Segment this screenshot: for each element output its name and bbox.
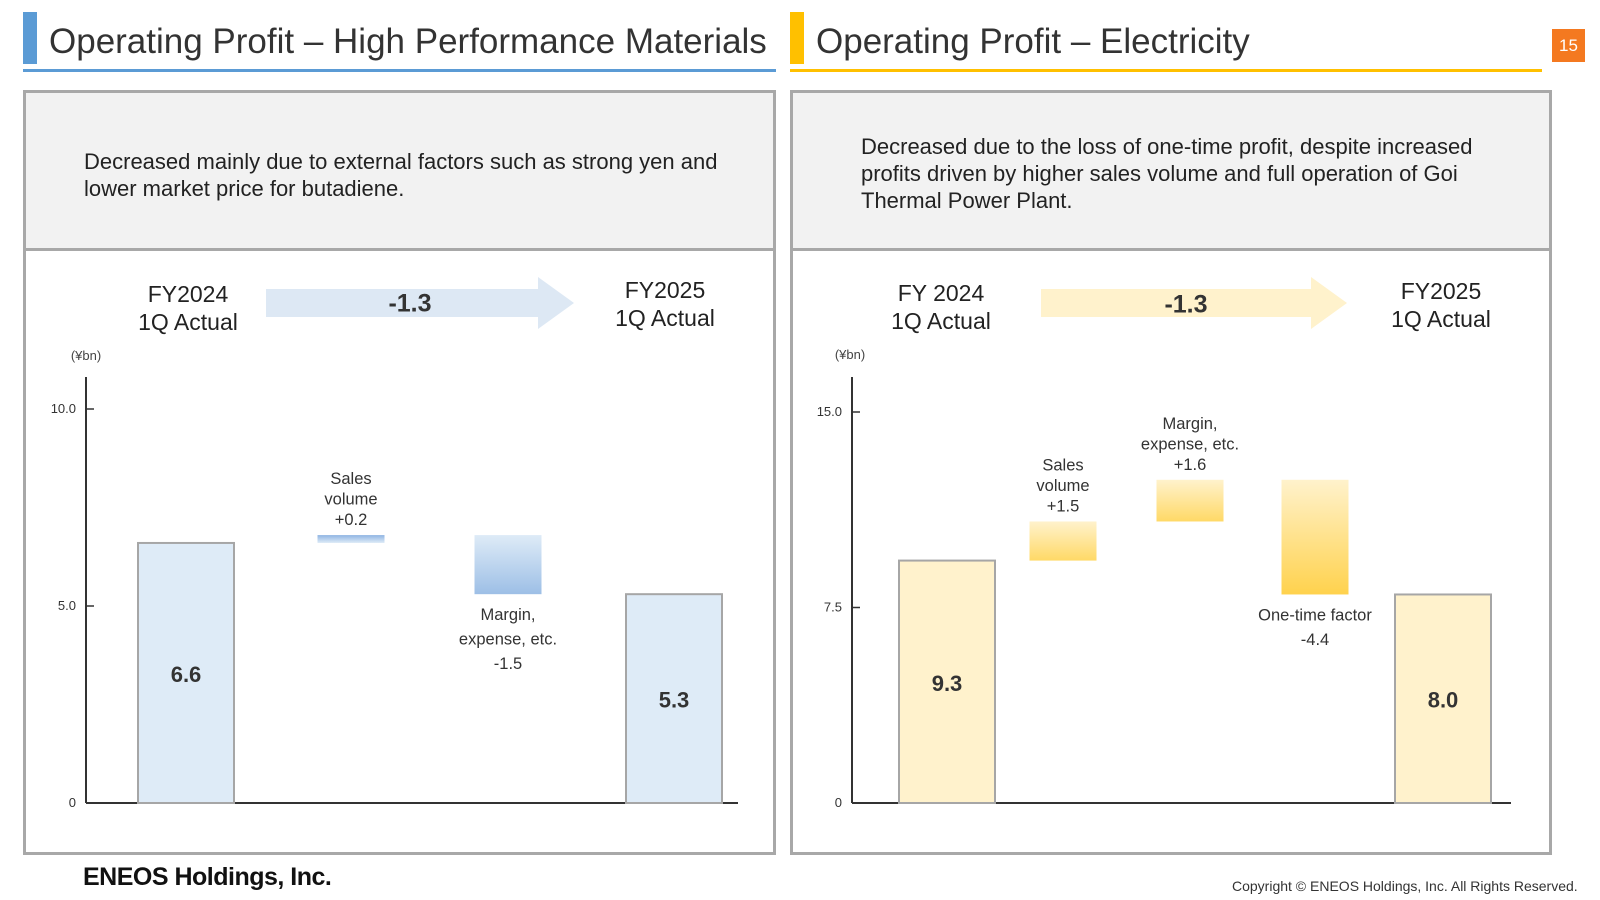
delta-bar-label: Sales bbox=[330, 470, 371, 488]
left-start-label-line2: 1Q Actual bbox=[138, 309, 238, 335]
page-number-badge: 15 bbox=[1552, 29, 1585, 62]
right-title-accent bbox=[790, 12, 804, 64]
delta-bar-label: Margin, bbox=[1162, 415, 1217, 433]
left-panel: Decreased mainly due to external factors… bbox=[23, 90, 776, 855]
total-bar-value: 6.6 bbox=[171, 662, 202, 687]
y-axis-unit: (¥bn) bbox=[71, 348, 101, 363]
total-bar bbox=[898, 559, 996, 804]
total-bar-value: 8.0 bbox=[1428, 688, 1459, 713]
total-bar bbox=[625, 593, 723, 804]
right-end-label: FY2025 1Q Actual bbox=[1391, 277, 1491, 333]
total-bar bbox=[1394, 593, 1492, 805]
delta-bar bbox=[1029, 521, 1097, 561]
delta-bar bbox=[474, 535, 542, 595]
left-waterfall-chart: (¥bn) 0 5.0 10.0 6.6 Sales volume +0.2 Margin, ex… bbox=[51, 348, 738, 810]
delta-bar-label: volume bbox=[324, 491, 377, 509]
y-tick-label: 7.5 bbox=[824, 600, 842, 615]
y-tick-label: 0 bbox=[69, 795, 76, 810]
left-title: Operating Profit – High Performance Mate… bbox=[49, 22, 767, 61]
total-bar bbox=[137, 541, 235, 804]
left-title-rule bbox=[23, 69, 776, 72]
left-start-label-line1: FY2024 bbox=[147, 281, 229, 307]
left-header: Operating Profit – High Performance Mate… bbox=[23, 10, 776, 72]
right-start-label: FY 2024 1Q Actual bbox=[891, 279, 991, 335]
right-change-arrow bbox=[1041, 277, 1347, 329]
left-end-label-line1: FY2025 bbox=[624, 277, 706, 303]
delta-bar-label: One-time factor bbox=[1258, 606, 1372, 624]
right-description-box: Decreased due to the loss of one-time pr… bbox=[793, 93, 1549, 251]
delta-bar-label: -1.5 bbox=[494, 655, 522, 673]
right-description: Decreased due to the loss of one-time pr… bbox=[861, 134, 1473, 213]
y-tick-label: 15.0 bbox=[817, 404, 842, 419]
left-start-label: FY2024 1Q Actual bbox=[138, 280, 238, 336]
right-start-label-line2: 1Q Actual bbox=[891, 308, 991, 334]
left-description: Decreased mainly due to external factors… bbox=[84, 149, 718, 201]
copyright-text: Copyright © ENEOS Holdings, Inc. All Rig… bbox=[1232, 878, 1578, 894]
y-tick-label: 5.0 bbox=[58, 598, 76, 613]
delta-bar-label: expense, etc. bbox=[459, 631, 557, 649]
company-logo: ENEOS Holdings, Inc. bbox=[83, 863, 332, 891]
right-end-label-line2: 1Q Actual bbox=[1391, 306, 1491, 332]
right-change-value: -1.3 bbox=[1164, 290, 1208, 319]
delta-bar-label: +1.6 bbox=[1174, 456, 1207, 474]
right-title-rule bbox=[790, 69, 1542, 72]
delta-bar-label: expense, etc. bbox=[1141, 435, 1239, 453]
delta-bar bbox=[1281, 479, 1349, 595]
right-waterfall-chart: (¥bn) 0 7.5 15.0 9.3 Sales volume +1.5 Margin, ex… bbox=[817, 347, 1511, 810]
delta-bar bbox=[1156, 479, 1224, 522]
delta-bar-label: Sales bbox=[1042, 456, 1083, 474]
y-tick-label: 0 bbox=[835, 795, 842, 810]
delta-bar-label: Margin, bbox=[480, 606, 535, 624]
delta-bar-label: +0.2 bbox=[335, 511, 368, 529]
delta-bar-label: volume bbox=[1036, 477, 1089, 495]
left-change-arrow bbox=[266, 277, 574, 329]
left-end-label: FY2025 1Q Actual bbox=[615, 276, 715, 332]
delta-bar bbox=[317, 535, 385, 543]
y-axis-unit: (¥bn) bbox=[835, 347, 865, 362]
left-title-accent bbox=[23, 12, 37, 64]
total-bar-value: 5.3 bbox=[659, 688, 690, 713]
right-start-label-line1: FY 2024 bbox=[897, 280, 985, 306]
left-change-value: -1.3 bbox=[388, 289, 432, 318]
total-bar-value: 9.3 bbox=[932, 671, 963, 696]
left-description-box: Decreased mainly due to external factors… bbox=[26, 93, 773, 251]
y-tick-label: 10.0 bbox=[51, 401, 76, 416]
delta-bar-label: -4.4 bbox=[1301, 631, 1329, 649]
left-end-label-line2: 1Q Actual bbox=[615, 305, 715, 331]
delta-bar-label: +1.5 bbox=[1047, 497, 1080, 515]
right-panel: Decreased due to the loss of one-time pr… bbox=[790, 90, 1552, 855]
right-header: Operating Profit – Electricity bbox=[790, 10, 1542, 72]
right-end-label-line1: FY2025 bbox=[1400, 278, 1482, 304]
right-title: Operating Profit – Electricity bbox=[816, 22, 1250, 61]
